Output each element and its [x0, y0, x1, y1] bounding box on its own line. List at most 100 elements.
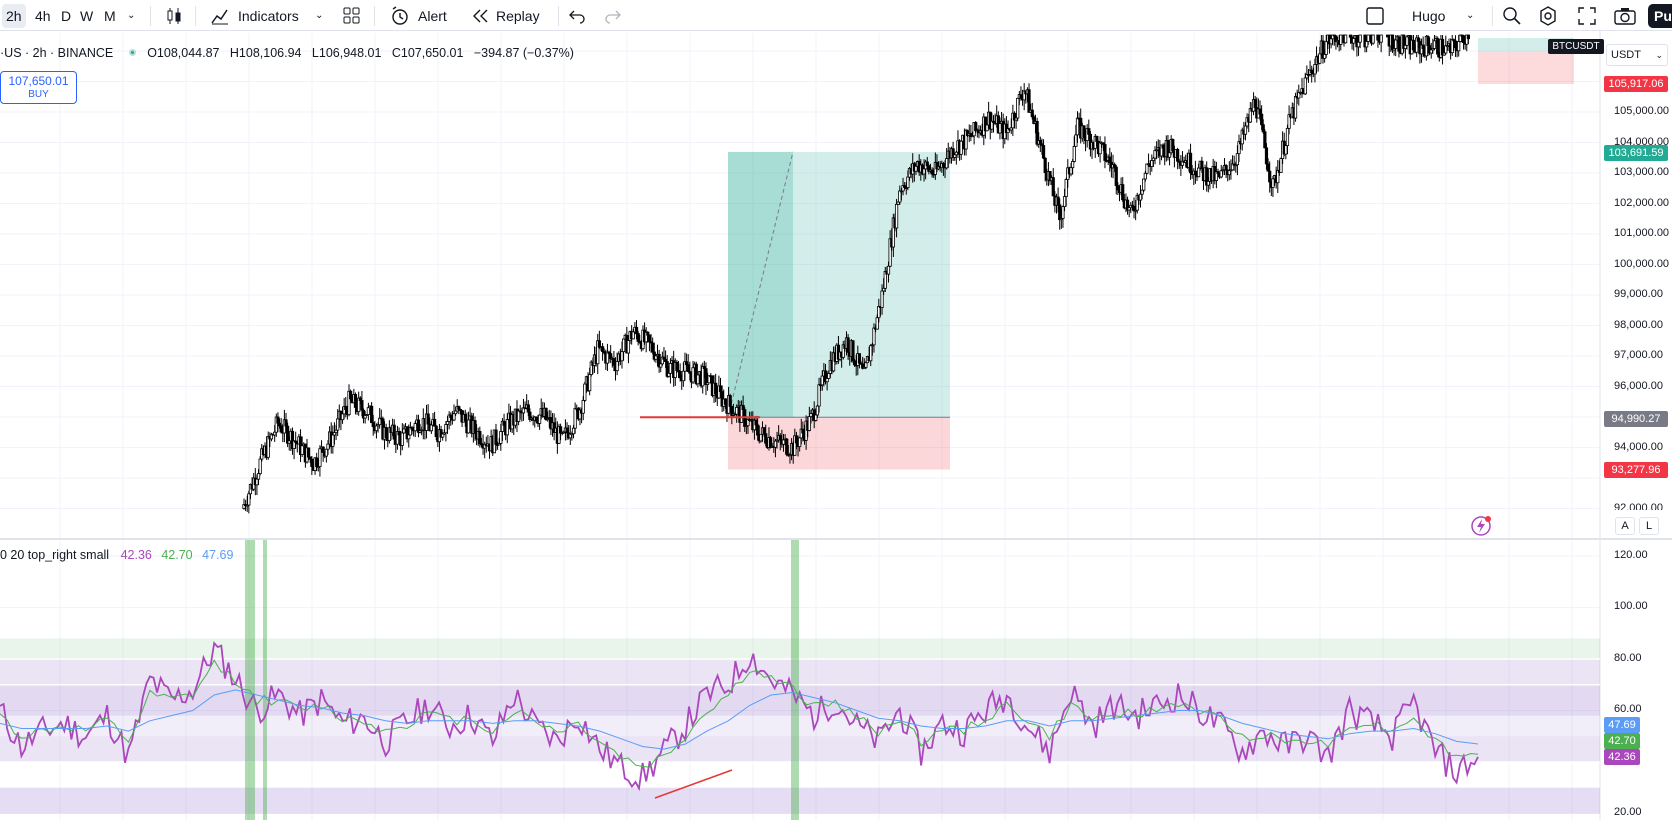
- candle-body: [1116, 185, 1120, 191]
- candle-body: [1403, 44, 1407, 49]
- candle-body: [1142, 178, 1146, 191]
- candle-body: [597, 340, 601, 348]
- candle-body: [798, 437, 802, 448]
- low-value: L106,948.01: [311, 46, 382, 60]
- indicators-icon[interactable]: [210, 6, 230, 26]
- candle-body: [307, 447, 311, 458]
- candle-body: [1390, 34, 1395, 51]
- candle-body: [1453, 40, 1458, 49]
- candle-body: [615, 360, 619, 372]
- rsi-series-line: [0, 659, 1479, 768]
- candle-body: [646, 331, 650, 336]
- candle-body: [1356, 41, 1361, 48]
- candle-body: [505, 419, 509, 436]
- candle-body: [764, 433, 768, 444]
- candle-body: [609, 353, 613, 360]
- candle-body: [1150, 160, 1154, 167]
- candle-body: [457, 406, 461, 410]
- candle-body: [880, 290, 884, 308]
- buy-order-box[interactable]: 107,650.01 BUY: [0, 71, 77, 104]
- candle-body: [959, 140, 963, 155]
- close-value: C107,650.01: [391, 46, 464, 60]
- candle-body: [1108, 156, 1112, 163]
- candle-body: [660, 356, 664, 365]
- candle-body: [1426, 36, 1430, 47]
- open-position-stop-zone: [1478, 52, 1574, 85]
- candle-body: [620, 351, 624, 362]
- candle-body: [631, 331, 635, 340]
- candles-icon[interactable]: [165, 6, 183, 26]
- candle-body: [827, 373, 831, 379]
- candle-body: [397, 431, 401, 436]
- interval-4h-button[interactable]: 4h: [35, 8, 51, 24]
- indicator-axis-label: 100.00: [1614, 600, 1648, 612]
- redo-icon[interactable]: [604, 8, 622, 24]
- indicator-axis-label: 60.00: [1614, 703, 1642, 715]
- interval-2h-button[interactable]: 2h: [2, 4, 26, 28]
- candle-body: [1258, 108, 1262, 115]
- alert-button[interactable]: Alert: [418, 8, 447, 24]
- candle-body: [714, 382, 718, 395]
- candle-body: [1379, 34, 1383, 43]
- auto-scale-button[interactable]: A: [1615, 517, 1635, 535]
- candle-body: [347, 390, 351, 416]
- candle-body: [621, 338, 626, 353]
- candle-body: [785, 438, 789, 455]
- interval-d-button[interactable]: D: [61, 8, 72, 24]
- candle-body: [1095, 136, 1099, 142]
- candle-body: [441, 433, 445, 438]
- square-icon[interactable]: [1366, 7, 1384, 25]
- rewind-icon[interactable]: [472, 8, 490, 24]
- candle-body: [1376, 34, 1380, 41]
- log-scale-button[interactable]: L: [1639, 517, 1659, 535]
- candle-body: [872, 327, 876, 346]
- publish-button[interactable]: Pu: [1648, 4, 1672, 28]
- undo-icon[interactable]: [568, 8, 586, 24]
- fullscreen-icon[interactable]: [1578, 7, 1596, 25]
- candle-body: [1166, 140, 1170, 158]
- chevron-down-icon[interactable]: ⌄: [1466, 10, 1475, 21]
- candle-body: [366, 407, 370, 415]
- candle-body: [754, 419, 758, 426]
- candle-body: [400, 432, 404, 446]
- candle-body: [1167, 152, 1172, 158]
- alarm-clock-icon[interactable]: [390, 6, 410, 26]
- replay-button[interactable]: Replay: [496, 8, 540, 24]
- symbol-title[interactable]: ·US · 2h · BINANCE: [0, 46, 114, 60]
- candle-body: [374, 425, 379, 432]
- interval-m-button[interactable]: M: [104, 8, 116, 24]
- camera-icon[interactable]: [1614, 7, 1636, 25]
- interval-w-button[interactable]: W: [80, 8, 94, 24]
- quick-search-icon[interactable]: [1502, 6, 1522, 26]
- candle-body: [1293, 96, 1298, 119]
- candle-body: [1248, 108, 1252, 123]
- candle-body: [809, 413, 813, 418]
- candle-body: [1261, 124, 1265, 133]
- indicators-button[interactable]: Indicators: [238, 8, 299, 24]
- currency-selector[interactable]: USDT ⌄: [1606, 44, 1668, 66]
- candle-body: [429, 424, 433, 432]
- candle-body: [315, 457, 319, 468]
- lightning-icon[interactable]: [1470, 515, 1492, 537]
- chevron-down-icon[interactable]: ⌄: [127, 10, 136, 21]
- candle-body: [1271, 178, 1275, 188]
- candle-body: [1365, 41, 1369, 48]
- rsi-series-line: [0, 689, 1479, 750]
- candle-body: [735, 406, 739, 415]
- layout-name-label[interactable]: Hugo: [1412, 8, 1446, 24]
- candle-body: [290, 430, 295, 449]
- candle-body: [452, 413, 456, 421]
- candle-body: [688, 371, 692, 374]
- candle-body: [521, 407, 526, 414]
- candle-body: [914, 165, 918, 172]
- chevron-down-icon: ⌄: [1655, 50, 1663, 60]
- candle-body: [1061, 206, 1065, 219]
- candle-body: [581, 399, 585, 414]
- chevron-down-icon[interactable]: ⌄: [315, 10, 324, 21]
- layout-grid-icon[interactable]: [343, 7, 361, 25]
- indicator-title[interactable]: 0 20 top_right small: [0, 548, 110, 562]
- indicator-axis-label: 120.00: [1614, 549, 1648, 561]
- candle-body: [1145, 163, 1149, 174]
- settings-gear-icon[interactable]: [1538, 6, 1558, 26]
